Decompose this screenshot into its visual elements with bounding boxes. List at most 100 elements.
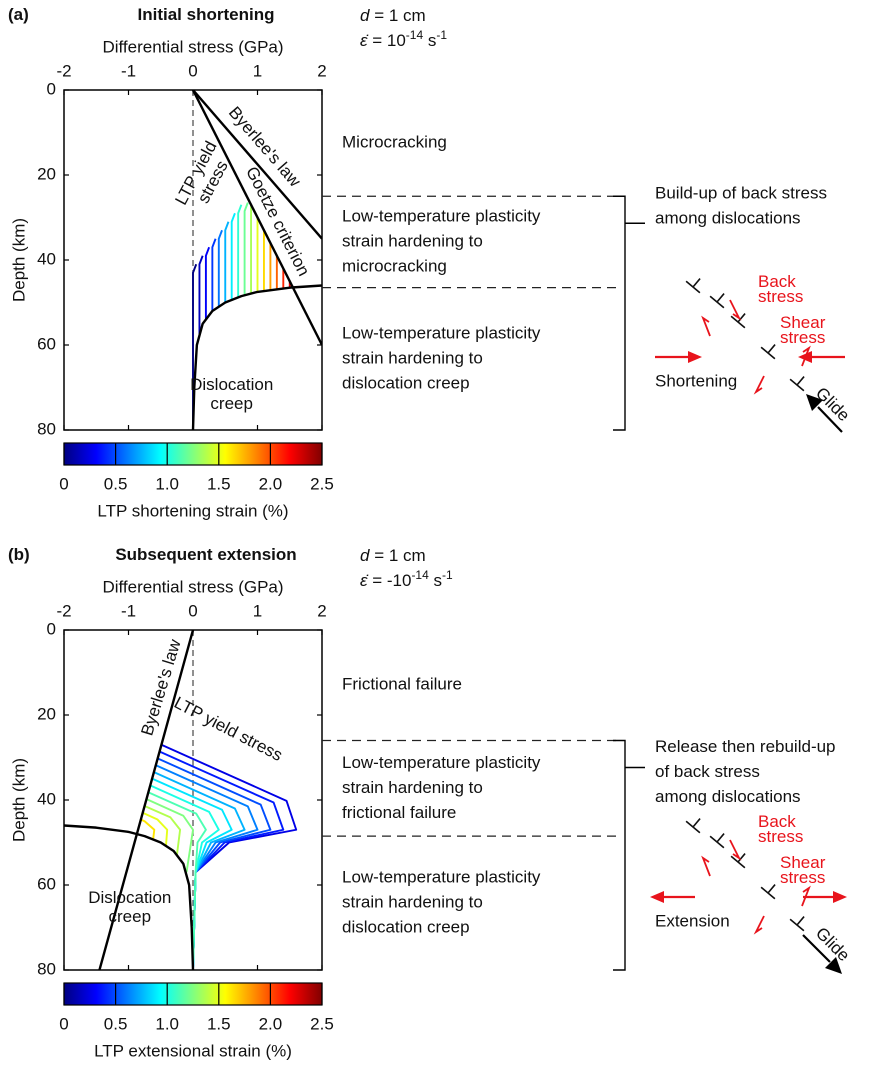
shear-stress-label: Shear stress [780, 313, 826, 347]
dislocation-symbol [709, 293, 725, 309]
zone-text-line: microcracking [342, 256, 447, 275]
plot-area [191, 90, 322, 430]
zone-text: Microcracking [342, 133, 447, 152]
stress-half-arrow [801, 345, 811, 367]
ltp-curve [142, 811, 169, 847]
panel-label: (b) [8, 545, 30, 564]
colorbar-tick-label: 1.5 [207, 474, 231, 493]
strain-rate-symbol: ε̇ [360, 31, 368, 50]
colorbar [63, 982, 323, 1006]
zone-text-line: Frictional failure [342, 675, 462, 694]
y-tick-label: 20 [37, 164, 56, 183]
dislocation-symbol [760, 344, 776, 360]
glide-label: Glide [812, 924, 853, 965]
zone-text: Low-temperature plasticity strain hardeni… [342, 206, 541, 275]
stress-half-arrow [729, 299, 742, 321]
y-tick-label: 80 [37, 959, 56, 978]
back-stress-label-line: Back [758, 812, 796, 831]
ltp-curve [157, 757, 272, 970]
zone-text-line: Low-temperature plasticity [342, 206, 541, 225]
panel-label: (a) [8, 5, 29, 24]
curve-label-line: Dislocation [88, 888, 171, 907]
zone-text-line: Low-temperature plasticity [342, 868, 541, 887]
ltp-curve [192, 263, 198, 430]
bracket-text-line: among dislocations [655, 787, 801, 806]
shear-stress-label-line: Shear [780, 853, 826, 872]
plot-area [64, 630, 298, 970]
x-tick-label: -1 [121, 601, 136, 620]
colorbar-tick-label: 2.0 [259, 1014, 283, 1033]
shear-stress-label-line: Shear [780, 313, 826, 332]
zone-text-line: dislocation creep [342, 373, 470, 392]
panel: (a) Initial shortening d = 1 cm ε̇ = 10-14 … [8, 5, 853, 520]
y-tick-label: 20 [37, 704, 56, 723]
curve-label-line: creep [109, 907, 152, 926]
bracket-text: Build-up of back stress among dislocation… [655, 184, 827, 228]
strain-rate-unit-exponent: -1 [442, 568, 453, 582]
dislocation-symbol [789, 376, 805, 392]
glide-arrow-head [825, 957, 842, 974]
loading-arrow-head [833, 891, 847, 903]
back-stress-label-line: Back [758, 272, 796, 291]
curve-label-line: creep [210, 394, 253, 413]
back-stress-label-line: stress [758, 287, 803, 306]
zone-text-line: dislocation creep [342, 918, 470, 937]
grain-size: d = 1 cm [360, 546, 426, 565]
shear-stress-label-line: stress [780, 328, 825, 347]
colorbar-tick-label: 2.0 [259, 474, 283, 493]
ltp-curve [146, 798, 194, 873]
curve-label: Dislocation creep [190, 375, 273, 413]
curve-label-line: Dislocation [190, 375, 273, 394]
colorbar [63, 442, 323, 466]
bracket-text-line: of back stress [655, 762, 760, 781]
strain-rate-unit-exponent: -1 [436, 28, 447, 42]
colorbar-label: LTP shortening strain (%) [97, 501, 288, 520]
x-tick-label: 1 [253, 61, 262, 80]
zone-text-line: strain hardening to [342, 348, 483, 367]
bracket-text-line: Build-up of back stress [655, 184, 827, 203]
ltp-curve [148, 791, 207, 970]
strain-rate-unit: s [423, 31, 436, 50]
dislocation-symbol [730, 853, 746, 869]
y-axis-label: Depth (km) [9, 218, 28, 302]
zone-text: Low-temperature plasticity strain hardeni… [342, 868, 541, 937]
dislocation-symbol [789, 916, 805, 932]
curve-label: LTP yield stress [171, 693, 286, 765]
y-tick-label: 60 [37, 874, 56, 893]
flow-law-line [191, 90, 322, 346]
loading-label: Extension [655, 911, 730, 930]
panel-title: Initial shortening [138, 5, 275, 24]
plot-frame [63, 629, 323, 971]
panel: (b) Subsequent extension d = 1 cmε̇ = -10-… [8, 545, 853, 1060]
glide-arrow-head [806, 394, 823, 411]
y-tick-label: 0 [47, 619, 56, 638]
colorbar-tick-label: 0.5 [104, 474, 128, 493]
curve-label: LTP yieldstress [171, 138, 237, 217]
shear-stress-label: Shear stress [780, 853, 826, 887]
glide-arrow [817, 406, 843, 433]
back-stress-label-line: stress [758, 827, 803, 846]
ltp-curve [211, 238, 217, 311]
x-axis-label: Differential stress (GPa) [102, 37, 283, 56]
strain-rate: ε̇ = 10-14 s-1 [360, 28, 447, 50]
ltp-curve [217, 229, 223, 307]
ltp-curve [144, 805, 182, 856]
ltp-curve [204, 246, 211, 319]
strain-rate: ε̇ = -10-14 s-1 [360, 568, 453, 590]
x-tick-label: 1 [253, 601, 262, 620]
stress-half-arrow [753, 375, 765, 395]
x-tick-label: 0 [188, 61, 197, 80]
dislocation-schematic: Back stress Shear stress Extension Glide [650, 812, 853, 974]
grain-size-value: = 1 cm [369, 6, 425, 25]
flow-law-line [98, 630, 195, 970]
colorbar-tick-label: 1.5 [207, 1014, 231, 1033]
y-tick-label: 60 [37, 334, 56, 353]
bracket-text-line: among dislocations [655, 209, 801, 228]
curve-label: Dislocation creep [88, 888, 171, 926]
curve-label-line: LTP yield stress [171, 693, 286, 765]
colorbar-label: LTP extensional strain (%) [94, 1041, 292, 1060]
loading-arrow-head [798, 351, 812, 363]
x-tick-label: 2 [317, 61, 326, 80]
flow-law-line [192, 90, 322, 240]
